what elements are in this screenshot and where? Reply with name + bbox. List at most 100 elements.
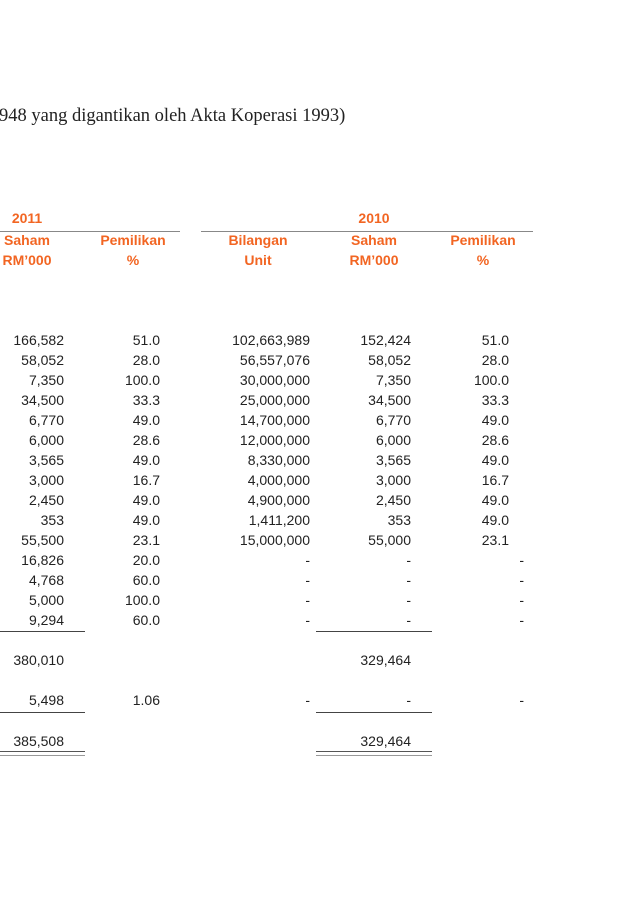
year-2011-header: 2011 <box>11 210 43 226</box>
cell-pemilikan-2010: - <box>519 692 524 708</box>
cell-pemilikan-2011: 33.3 <box>132 392 160 408</box>
col-pemilikan-2011-label: Pemilikan <box>100 232 166 248</box>
subtotal-rule-2011 <box>0 631 85 632</box>
col-pemilikan-2010-label: Pemilikan <box>450 232 516 248</box>
cell-saham-2011: 166,582 <box>13 332 64 348</box>
col-saham-2010-label: Saham <box>351 232 397 248</box>
section-title: 948 yang digantikan oleh Akta Koperasi 1… <box>0 106 346 126</box>
cell-saham-2011: 385,508 <box>13 733 64 749</box>
cell-saham-2011: 6,770 <box>28 412 64 428</box>
cell-saham-2011: 353 <box>40 512 64 528</box>
cell-saham-2011: 5,000 <box>28 592 64 608</box>
cell-saham-2010: 7,350 <box>375 372 411 388</box>
total-double-rule-2010 <box>316 751 432 756</box>
cell-saham-2010: - <box>406 572 411 588</box>
total-rule-2010 <box>316 712 432 713</box>
cell-pemilikan-2010: 49.0 <box>481 412 509 428</box>
cell-pemilikan-2011: 28.0 <box>132 352 160 368</box>
col-saham-2011-unit: RM’000 <box>2 252 52 268</box>
col-saham-2011-label: Saham <box>4 232 50 248</box>
cell-saham-2011: 7,350 <box>28 372 64 388</box>
cell-bilangan-2010: 8,330,000 <box>247 452 310 468</box>
cell-saham-2010: 329,464 <box>360 733 411 749</box>
total-rule-2011 <box>0 712 85 713</box>
total-double-rule-2011 <box>0 751 85 756</box>
cell-saham-2011: 58,052 <box>21 352 64 368</box>
cell-pemilikan-2011: 100.0 <box>124 372 160 388</box>
cell-saham-2010: 329,464 <box>360 652 411 668</box>
cell-pemilikan-2010: - <box>519 572 524 588</box>
cell-pemilikan-2010: - <box>519 592 524 608</box>
cell-pemilikan-2011: 16.7 <box>132 472 160 488</box>
cell-pemilikan-2011: 49.0 <box>132 492 160 508</box>
cell-saham-2011: 3,565 <box>28 452 64 468</box>
cell-pemilikan-2010: 100.0 <box>473 372 509 388</box>
cell-saham-2011: 380,010 <box>13 652 64 668</box>
cell-saham-2011: 5,498 <box>28 692 64 708</box>
cell-saham-2010: - <box>406 692 411 708</box>
cell-pemilikan-2010: 23.1 <box>481 532 509 548</box>
year-2010-header: 2010 <box>358 210 390 226</box>
cell-pemilikan-2011: 23.1 <box>132 532 160 548</box>
cell-pemilikan-2010: - <box>519 612 524 628</box>
cell-pemilikan-2011: 28.6 <box>132 432 160 448</box>
cell-bilangan-2010: 102,663,989 <box>232 332 310 348</box>
col-pemilikan-2010-unit: % <box>476 252 490 268</box>
cell-saham-2010: 2,450 <box>375 492 411 508</box>
cell-saham-2010: - <box>406 552 411 568</box>
col-bilangan-2010-label: Bilangan <box>228 232 288 248</box>
cell-pemilikan-2010: - <box>519 552 524 568</box>
cell-saham-2011: 3,000 <box>28 472 64 488</box>
cell-bilangan-2010: 14,700,000 <box>239 412 310 428</box>
cell-pemilikan-2010: 33.3 <box>481 392 509 408</box>
cell-pemilikan-2011: 49.0 <box>132 512 160 528</box>
cell-pemilikan-2010: 49.0 <box>481 492 509 508</box>
cell-saham-2010: 6,000 <box>375 432 411 448</box>
col-pemilikan-2011-unit: % <box>126 252 140 268</box>
cell-bilangan-2010: - <box>305 612 310 628</box>
cell-bilangan-2010: - <box>305 572 310 588</box>
cell-bilangan-2010: - <box>305 692 310 708</box>
cell-pemilikan-2010: 49.0 <box>481 452 509 468</box>
cell-pemilikan-2010: 28.0 <box>481 352 509 368</box>
cell-bilangan-2010: 4,000,000 <box>247 472 310 488</box>
year-2011-rule <box>0 231 180 232</box>
col-bilangan-2010-unit: Unit <box>244 252 272 268</box>
cell-bilangan-2010: - <box>305 592 310 608</box>
cell-bilangan-2010: 56,557,076 <box>239 352 310 368</box>
cell-pemilikan-2011: 49.0 <box>132 412 160 428</box>
cell-bilangan-2010: 25,000,000 <box>239 392 310 408</box>
cell-bilangan-2010: - <box>305 552 310 568</box>
cell-bilangan-2010: 15,000,000 <box>239 532 310 548</box>
cell-pemilikan-2011: 60.0 <box>132 612 160 628</box>
cell-pemilikan-2010: 49.0 <box>481 512 509 528</box>
cell-pemilikan-2011: 20.0 <box>132 552 160 568</box>
cell-saham-2010: 58,052 <box>368 352 411 368</box>
cell-saham-2010: 353 <box>387 512 411 528</box>
cell-pemilikan-2011: 49.0 <box>132 452 160 468</box>
cell-bilangan-2010: 30,000,000 <box>239 372 310 388</box>
cell-saham-2011: 2,450 <box>28 492 64 508</box>
cell-pemilikan-2010: 28.6 <box>481 432 509 448</box>
cell-pemilikan-2011: 51.0 <box>132 332 160 348</box>
cell-saham-2010: 3,565 <box>375 452 411 468</box>
cell-saham-2010: - <box>406 592 411 608</box>
cell-saham-2010: 34,500 <box>368 392 411 408</box>
cell-pemilikan-2010: 16.7 <box>481 472 509 488</box>
cell-saham-2010: 152,424 <box>360 332 411 348</box>
cell-pemilikan-2010: 51.0 <box>481 332 509 348</box>
cell-saham-2011: 6,000 <box>28 432 64 448</box>
cell-saham-2010: 3,000 <box>375 472 411 488</box>
cell-pemilikan-2011: 1.06 <box>132 692 160 708</box>
cell-saham-2011: 55,500 <box>21 532 64 548</box>
subtotal-rule-2010 <box>316 631 432 632</box>
cell-saham-2011: 34,500 <box>21 392 64 408</box>
cell-bilangan-2010: 1,411,200 <box>248 512 310 528</box>
cell-saham-2011: 4,768 <box>28 572 64 588</box>
cell-bilangan-2010: 4,900,000 <box>247 492 310 508</box>
cell-pemilikan-2011: 60.0 <box>132 572 160 588</box>
cell-bilangan-2010: 12,000,000 <box>239 432 310 448</box>
cell-pemilikan-2011: 100.0 <box>124 592 160 608</box>
col-saham-2010-unit: RM’000 <box>349 252 399 268</box>
year-2010-rule <box>201 231 533 232</box>
